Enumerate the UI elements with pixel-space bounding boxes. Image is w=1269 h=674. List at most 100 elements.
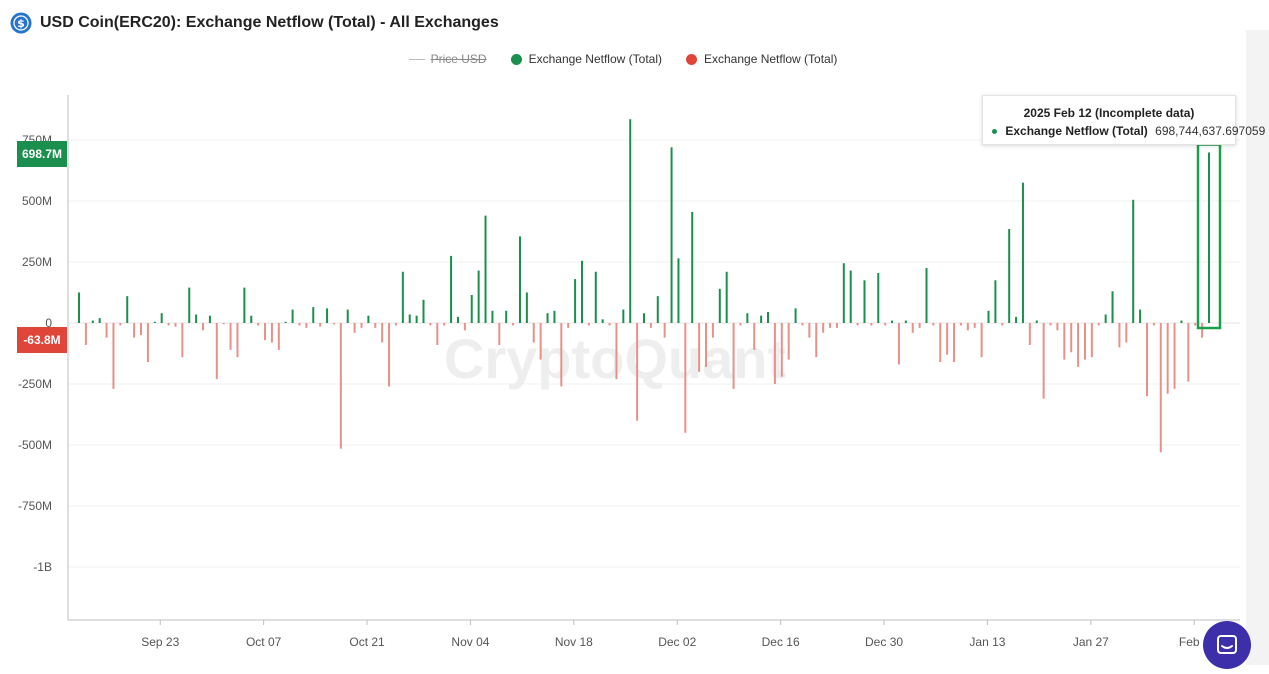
netflow-bar[interactable]: [677, 258, 680, 323]
netflow-bar[interactable]: [994, 280, 997, 323]
netflow-bar[interactable]: [1104, 314, 1107, 323]
netflow-bar[interactable]: [932, 323, 935, 326]
netflow-bar[interactable]: [959, 323, 962, 326]
legend-item-netflow-negative[interactable]: Exchange Netflow (Total): [686, 52, 837, 66]
netflow-bar[interactable]: [456, 316, 459, 323]
netflow-bar[interactable]: [91, 320, 94, 323]
netflow-bar[interactable]: [1201, 323, 1204, 338]
netflow-bar[interactable]: [1063, 323, 1066, 360]
netflow-bar[interactable]: [1097, 323, 1100, 326]
netflow-bar[interactable]: [1118, 323, 1121, 348]
netflow-bar[interactable]: [574, 279, 577, 323]
netflow-bar[interactable]: [1194, 323, 1197, 326]
netflow-bar[interactable]: [312, 307, 315, 323]
netflow-bar[interactable]: [112, 323, 115, 389]
netflow-bar[interactable]: [739, 323, 742, 326]
netflow-bar[interactable]: [470, 294, 473, 323]
netflow-bar[interactable]: [939, 323, 942, 363]
netflow-bar[interactable]: [711, 323, 714, 338]
netflow-bar[interactable]: [732, 323, 735, 389]
netflow-bar[interactable]: [119, 323, 122, 326]
netflow-bar[interactable]: [911, 323, 914, 333]
netflow-bar[interactable]: [215, 323, 218, 380]
netflow-bar[interactable]: [484, 215, 487, 323]
netflow-bar[interactable]: [849, 270, 852, 323]
netflow-bar[interactable]: [388, 323, 391, 387]
netflow-bar[interactable]: [656, 296, 659, 323]
netflow-bar[interactable]: [270, 323, 273, 343]
netflow-bar[interactable]: [891, 320, 894, 323]
netflow-bar[interactable]: [705, 323, 708, 367]
netflow-bar[interactable]: [622, 309, 625, 323]
netflow-bar[interactable]: [1125, 323, 1128, 343]
netflow-bar[interactable]: [140, 323, 143, 336]
netflow-bar[interactable]: [181, 323, 184, 358]
netflow-bar[interactable]: [346, 309, 349, 323]
netflow-bar[interactable]: [374, 323, 377, 328]
netflow-bar[interactable]: [126, 296, 129, 323]
netflow-bar[interactable]: [1070, 323, 1073, 353]
netflow-bar[interactable]: [877, 272, 880, 323]
netflow-bar[interactable]: [491, 310, 494, 323]
netflow-bar[interactable]: [78, 292, 80, 324]
netflow-bar[interactable]: [229, 323, 232, 350]
netflow-bar[interactable]: [1139, 309, 1142, 323]
netflow-bar[interactable]: [1015, 316, 1018, 323]
netflow-bar[interactable]: [1152, 323, 1155, 326]
netflow-bar[interactable]: [277, 323, 280, 350]
netflow-bar[interactable]: [753, 323, 756, 350]
netflow-bar[interactable]: [1021, 182, 1024, 323]
netflow-bar[interactable]: [1035, 320, 1038, 323]
netflow-bar[interactable]: [822, 323, 825, 333]
netflow-bar[interactable]: [208, 315, 211, 323]
netflow-bar[interactable]: [174, 323, 177, 327]
netflow-bar[interactable]: [629, 119, 632, 323]
netflow-bar[interactable]: [787, 323, 790, 360]
netflow-bar[interactable]: [870, 323, 873, 326]
netflow-bar[interactable]: [436, 323, 439, 345]
netflow-bar[interactable]: [539, 323, 542, 360]
netflow-bar[interactable]: [587, 323, 590, 326]
netflow-bar[interactable]: [236, 323, 239, 358]
netflow-bar[interactable]: [1166, 323, 1169, 394]
netflow-bar[interactable]: [339, 323, 342, 449]
netflow-bar[interactable]: [663, 323, 666, 338]
netflow-bar[interactable]: [684, 323, 687, 433]
netflow-bar[interactable]: [415, 315, 418, 323]
netflow-bar[interactable]: [505, 310, 508, 323]
netflow-bar[interactable]: [767, 312, 770, 323]
netflow-bar[interactable]: [835, 323, 838, 328]
netflow-bar[interactable]: [518, 236, 521, 323]
netflow-bar[interactable]: [801, 323, 804, 326]
netflow-bar[interactable]: [608, 323, 611, 326]
netflow-bar[interactable]: [146, 323, 149, 363]
netflow-bar[interactable]: [842, 263, 845, 323]
netflow-bar[interactable]: [980, 323, 983, 358]
netflow-bar[interactable]: [808, 323, 811, 338]
netflow-bar[interactable]: [105, 323, 108, 338]
netflow-bar[interactable]: [973, 323, 976, 328]
netflow-bar[interactable]: [601, 319, 604, 323]
netflow-bar[interactable]: [829, 323, 832, 328]
netflow-bar[interactable]: [477, 270, 480, 323]
netflow-bar[interactable]: [222, 323, 225, 325]
netflow-bar[interactable]: [636, 323, 639, 421]
netflow-bar[interactable]: [84, 323, 87, 345]
netflow-bar[interactable]: [560, 323, 563, 387]
netflow-bar[interactable]: [401, 271, 404, 323]
netflow-bar[interactable]: [332, 323, 335, 325]
netflow-bar[interactable]: [463, 323, 466, 331]
netflow-bar[interactable]: [884, 323, 887, 326]
netflow-bar[interactable]: [780, 323, 783, 377]
netflow-bar[interactable]: [1083, 323, 1086, 360]
netflow-bar[interactable]: [264, 323, 267, 341]
netflow-bar[interactable]: [1180, 320, 1183, 323]
netflow-bar[interactable]: [953, 323, 956, 363]
netflow-bar[interactable]: [1187, 323, 1190, 382]
netflow-bar[interactable]: [904, 320, 907, 323]
netflow-chart[interactable]: CryptoQuant 750M500M250M0-250M-500M-750M…: [0, 0, 1246, 665]
netflow-bar[interactable]: [1111, 291, 1114, 323]
netflow-bar[interactable]: [512, 323, 515, 326]
netflow-bar[interactable]: [1159, 323, 1162, 453]
netflow-bar[interactable]: [450, 255, 453, 323]
